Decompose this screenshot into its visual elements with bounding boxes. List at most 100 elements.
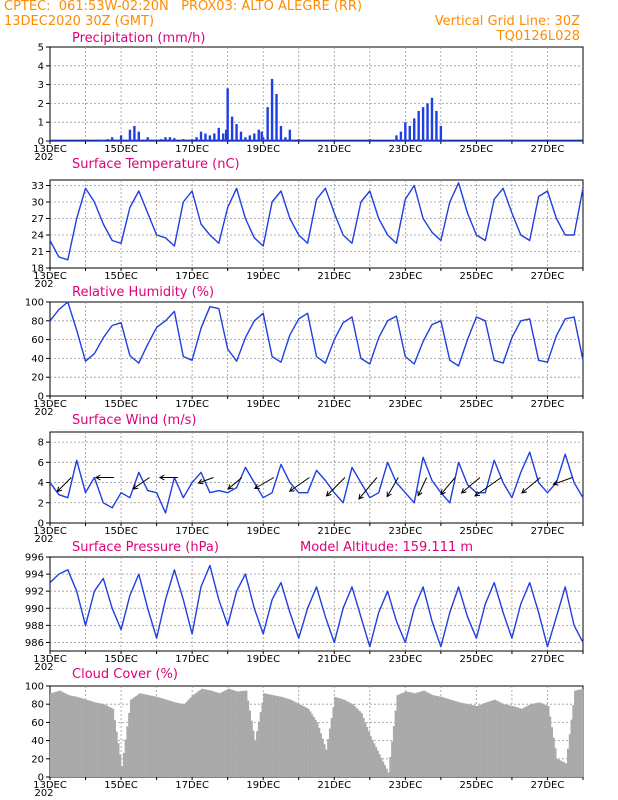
cloud-bar (376, 750, 379, 777)
header-station: CPTEC: 061:53W-02:20N PROX03: ALTO ALEGR… (4, 0, 363, 14)
cloud-bar (444, 698, 447, 777)
cloud-bar (259, 712, 262, 777)
precip-bar (284, 137, 287, 141)
precip-bar (204, 133, 207, 141)
cloud-bar (248, 710, 251, 777)
cloud-bar (209, 690, 212, 777)
panel-annotation: Model Altitude: 159.111 m (300, 540, 473, 555)
panel-4: 986 988 990 992 994 996 13DEC 15DEC 17DEC 19DEC 21… (25, 540, 584, 673)
cloud-bar (119, 754, 122, 777)
cloud-bar (185, 702, 188, 777)
cloud-bar (160, 698, 163, 777)
wind-arrow-head (358, 493, 364, 500)
panel-title: Relative Humidity (%) (72, 285, 214, 300)
cloud-bar (110, 707, 113, 777)
series-line (49, 301, 584, 367)
cloud-bar (121, 766, 124, 777)
cloud-bar (177, 703, 180, 777)
cloud-bar (282, 697, 285, 777)
cloud-bar (442, 697, 445, 777)
cloud-bar (479, 704, 482, 777)
cloud-bar (96, 702, 99, 777)
precip-bar (413, 118, 416, 141)
precip-bar (426, 103, 429, 141)
cloud-bar (458, 702, 461, 777)
x-tick-label: 13DEC (33, 399, 67, 410)
cloud-bar (490, 700, 493, 777)
cloud-bar (204, 689, 207, 777)
cloud-bar (314, 719, 317, 777)
y-tick-label: 60 (31, 718, 44, 729)
cloud-bar (513, 706, 516, 777)
cloud-bar (316, 722, 319, 777)
panel-2: 0 20 40 60 80 100 13DEC 15DEC 17DEC 19DEC 21DEC 23D… (25, 285, 584, 418)
cloud-bar (215, 692, 218, 777)
y-tick-label: 24 (31, 231, 44, 242)
wind-arrow-head (460, 488, 467, 494)
cloud-bar (154, 696, 157, 777)
y-tick-label: 100 (25, 298, 44, 309)
cloud-bar (99, 703, 102, 777)
y-tick-label: 3 (38, 80, 44, 91)
cloud-bar (396, 695, 399, 777)
y-tick-label: 994 (25, 570, 44, 581)
y-tick-label: 4 (38, 478, 44, 489)
cloud-bar (211, 691, 214, 777)
cloud-bar (217, 692, 219, 777)
cloud-bar (264, 693, 267, 777)
cloud-bar (540, 703, 543, 777)
x-tick-label: 21DEC (317, 144, 351, 155)
cloud-bar (73, 696, 76, 777)
cloud-bar (506, 704, 509, 777)
cloud-bar (161, 698, 164, 777)
cloud-bar (538, 702, 541, 777)
x-tick-label: 25DEC (460, 654, 494, 665)
cloud-bar (286, 698, 289, 777)
x-tick-label: 15DEC (104, 144, 138, 155)
cloud-bar (469, 704, 472, 777)
cloud-bar (112, 708, 115, 777)
cloud-bar (437, 696, 440, 777)
cloud-bar (529, 704, 532, 777)
cloud-bar (549, 716, 552, 777)
panel-1: 18 21 24 27 30 33 13DEC 15DEC 17DEC 19DEC 21DEC 23D… (31, 157, 584, 290)
cloud-bar (124, 739, 127, 777)
y-tick-label: 5 (38, 43, 44, 54)
cloud-bar (325, 749, 328, 777)
x-tick-label: 13DEC (33, 271, 67, 282)
cloud-bar (415, 692, 418, 777)
precip-bar (224, 129, 228, 141)
precip-bar (199, 131, 203, 141)
cloud-bar (495, 700, 498, 777)
cloud-bar (279, 696, 282, 777)
y-tick-label: 27 (31, 214, 44, 225)
wind-arrow (440, 477, 456, 495)
cloud-bar (90, 701, 93, 777)
wind-arrow-head (440, 489, 446, 496)
x-tick-label: 25DEC (460, 271, 494, 282)
cloud-bar (472, 705, 475, 777)
x-tick-label: 27DEC (531, 654, 565, 665)
x-tick-label: 23DEC (388, 780, 422, 791)
cloud-bar (78, 697, 81, 777)
cloud-bar (339, 698, 342, 777)
precip-bar (119, 135, 123, 141)
cloud-bar (250, 720, 253, 777)
precip-bar (213, 133, 216, 141)
wind-arrow-head (227, 484, 234, 490)
cloud-bar (428, 693, 431, 777)
cloud-bar (193, 693, 196, 777)
cloud-bar (465, 703, 468, 777)
cloud-bar (131, 698, 134, 777)
cloud-bar (149, 695, 152, 777)
cloud-bar (71, 695, 74, 777)
cloud-bar (197, 691, 200, 777)
cloud-bar (366, 726, 369, 777)
cloud-bar (192, 695, 195, 777)
cloud-bar (67, 695, 70, 777)
wind-arrow (227, 477, 243, 490)
y-tick-label: 0 (38, 519, 44, 530)
cloud-bar (455, 701, 458, 777)
x-tick-label: 13DEC (33, 654, 67, 665)
cloud-bar (380, 757, 383, 777)
